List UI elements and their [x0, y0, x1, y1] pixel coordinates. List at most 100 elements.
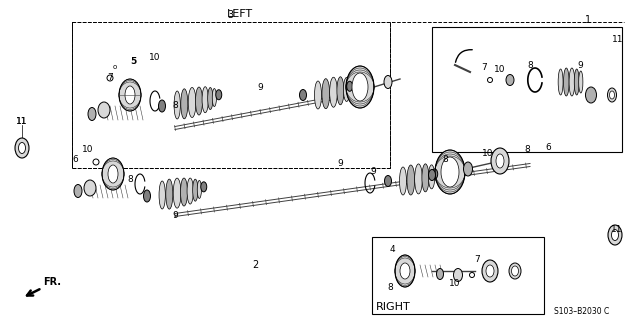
Ellipse shape: [144, 190, 150, 202]
Ellipse shape: [612, 229, 618, 241]
Ellipse shape: [74, 185, 82, 197]
Ellipse shape: [125, 86, 135, 104]
Ellipse shape: [506, 75, 514, 85]
Ellipse shape: [15, 138, 29, 158]
Text: 8: 8: [442, 156, 448, 164]
Text: 10: 10: [149, 53, 161, 62]
Ellipse shape: [486, 265, 494, 277]
Text: S103–B2030 C: S103–B2030 C: [554, 307, 610, 316]
Text: 7: 7: [481, 62, 487, 71]
Ellipse shape: [166, 179, 173, 209]
Text: 9: 9: [257, 84, 263, 92]
Text: FR.: FR.: [43, 277, 61, 287]
Text: 9: 9: [172, 211, 178, 220]
Ellipse shape: [491, 148, 509, 174]
Text: 11: 11: [612, 36, 624, 44]
Ellipse shape: [197, 180, 201, 198]
Ellipse shape: [453, 268, 462, 282]
Text: 9: 9: [577, 60, 583, 69]
Ellipse shape: [608, 88, 617, 102]
Text: RIGHT: RIGHT: [376, 302, 410, 312]
Ellipse shape: [107, 75, 113, 81]
Text: 2: 2: [252, 260, 258, 270]
Ellipse shape: [574, 69, 579, 95]
Text: 8: 8: [527, 60, 533, 69]
Ellipse shape: [436, 268, 443, 279]
Ellipse shape: [347, 81, 352, 91]
Ellipse shape: [108, 165, 118, 183]
Ellipse shape: [385, 175, 392, 187]
Ellipse shape: [98, 102, 110, 118]
Ellipse shape: [102, 158, 124, 190]
Text: 10: 10: [449, 278, 461, 287]
Ellipse shape: [346, 66, 374, 108]
Text: 5: 5: [130, 58, 136, 67]
Ellipse shape: [188, 87, 196, 117]
Text: 9: 9: [370, 167, 376, 177]
Ellipse shape: [435, 150, 465, 194]
Ellipse shape: [569, 68, 575, 96]
Ellipse shape: [558, 69, 563, 95]
Ellipse shape: [496, 154, 504, 168]
Text: 6: 6: [72, 156, 78, 164]
Ellipse shape: [84, 180, 96, 196]
Ellipse shape: [337, 77, 344, 105]
Ellipse shape: [399, 167, 406, 195]
Ellipse shape: [174, 91, 180, 119]
Text: 8: 8: [127, 175, 133, 185]
Ellipse shape: [384, 76, 392, 89]
Ellipse shape: [159, 181, 165, 209]
Text: 3: 3: [227, 10, 233, 20]
Text: o: o: [113, 64, 117, 70]
Ellipse shape: [180, 178, 187, 206]
Ellipse shape: [464, 162, 472, 176]
Ellipse shape: [469, 273, 474, 277]
Ellipse shape: [509, 263, 521, 279]
Text: 10: 10: [482, 148, 494, 157]
Ellipse shape: [330, 77, 337, 107]
Ellipse shape: [344, 77, 350, 101]
Ellipse shape: [422, 164, 429, 192]
Ellipse shape: [512, 266, 519, 276]
Ellipse shape: [202, 87, 208, 113]
Ellipse shape: [585, 87, 596, 103]
Ellipse shape: [18, 142, 25, 154]
Text: 9: 9: [337, 158, 343, 167]
Ellipse shape: [300, 90, 307, 100]
Text: 8: 8: [172, 101, 178, 110]
Ellipse shape: [192, 179, 198, 201]
Ellipse shape: [429, 170, 436, 180]
Text: 8: 8: [524, 146, 530, 155]
Ellipse shape: [608, 225, 622, 245]
Text: 7: 7: [107, 73, 113, 82]
Ellipse shape: [400, 263, 410, 279]
Ellipse shape: [415, 164, 422, 194]
Text: 11: 11: [612, 226, 623, 235]
Ellipse shape: [208, 88, 213, 109]
Text: 4: 4: [389, 245, 395, 254]
Text: 10: 10: [83, 146, 94, 155]
Text: 7: 7: [474, 255, 480, 265]
Ellipse shape: [578, 71, 583, 93]
Ellipse shape: [187, 178, 193, 204]
Ellipse shape: [212, 89, 217, 107]
Text: LEFT: LEFT: [227, 9, 253, 19]
Ellipse shape: [196, 87, 203, 115]
Ellipse shape: [119, 79, 141, 111]
Ellipse shape: [314, 81, 321, 109]
Ellipse shape: [563, 68, 569, 96]
Text: 11: 11: [17, 116, 28, 125]
Text: 1: 1: [585, 15, 591, 25]
Text: 10: 10: [494, 66, 505, 75]
Ellipse shape: [181, 89, 188, 119]
Ellipse shape: [432, 169, 438, 179]
Ellipse shape: [482, 260, 498, 282]
Ellipse shape: [93, 159, 99, 165]
Ellipse shape: [441, 157, 459, 187]
Ellipse shape: [159, 100, 166, 112]
Text: 11: 11: [17, 116, 28, 125]
Ellipse shape: [610, 91, 615, 99]
Ellipse shape: [407, 165, 415, 195]
Ellipse shape: [201, 182, 207, 192]
Text: 6: 6: [545, 143, 551, 153]
